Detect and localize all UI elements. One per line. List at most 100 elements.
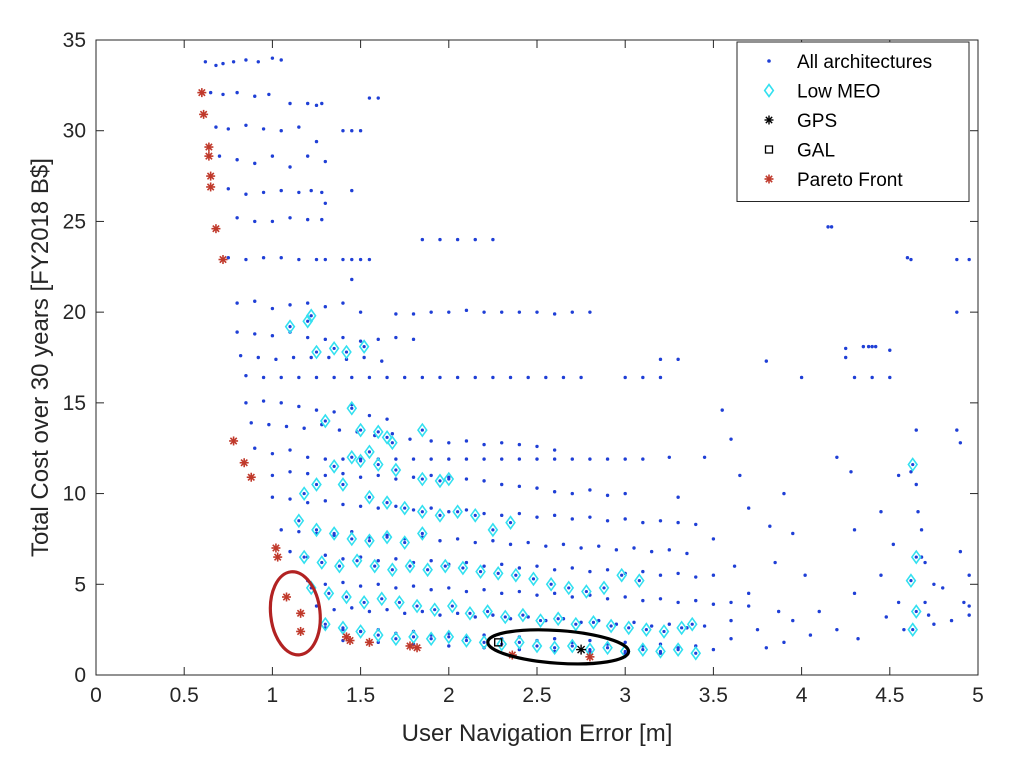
data-point [246, 472, 256, 482]
data-point [941, 586, 945, 590]
data-point [492, 566, 504, 581]
data-point [305, 471, 310, 476]
data-point-center [503, 615, 507, 619]
data-point [888, 375, 892, 380]
data-point-center [390, 568, 394, 572]
data-point [323, 159, 328, 164]
data-point [729, 600, 733, 605]
data-point [203, 60, 208, 64]
data-point [452, 504, 463, 520]
data-point [500, 513, 504, 518]
data-point [328, 458, 340, 474]
data-point [376, 506, 380, 510]
black-ellipse-annotation [486, 628, 631, 666]
data-point [482, 588, 486, 592]
data-point-center [482, 640, 486, 644]
data-point [464, 439, 469, 443]
data-point [585, 652, 595, 662]
data-point [949, 618, 954, 623]
y-axis-title: Total Cost over 30 years [FY2018 B$] [27, 158, 54, 557]
data-point [434, 507, 446, 523]
data-point-center [403, 506, 407, 510]
data-point [351, 553, 363, 569]
data-point [320, 190, 324, 195]
data-point [305, 154, 310, 158]
data-point-center [496, 571, 500, 576]
data-point [376, 591, 388, 607]
data-point-center [521, 613, 525, 617]
data-point [455, 537, 460, 541]
data-point [394, 504, 398, 508]
data-point [649, 549, 654, 554]
data-point [345, 636, 355, 646]
data-point [967, 257, 971, 262]
data-point-center [332, 346, 336, 351]
data-point [910, 549, 922, 565]
data-point [544, 544, 548, 548]
data-point [879, 573, 883, 577]
data-point [469, 507, 481, 523]
data-point [288, 216, 292, 220]
data-point-center [680, 626, 684, 630]
data-point [305, 308, 317, 324]
legend-label: Pareto Front [797, 170, 903, 191]
data-point [367, 96, 372, 100]
data-point [425, 631, 437, 647]
data-point [694, 598, 698, 603]
data-point [500, 441, 504, 445]
data-point-center [644, 628, 648, 632]
legend-label: GPS [797, 111, 837, 132]
data-point [711, 573, 716, 577]
data-point [323, 457, 328, 461]
data-point [711, 537, 716, 541]
data-point [526, 375, 530, 380]
data-point [443, 471, 455, 487]
data-point [473, 375, 477, 380]
data-point [517, 484, 522, 489]
data-point [314, 103, 319, 108]
data-point-center [911, 462, 915, 467]
y-tick-label: 5 [74, 573, 86, 596]
data-point [641, 598, 645, 603]
data-point-center [641, 648, 645, 652]
data-point-center [397, 600, 402, 605]
data-point [316, 555, 328, 570]
data-point [552, 591, 557, 596]
data-point [244, 123, 248, 127]
data-point [302, 313, 313, 329]
x-tick-label: 4.5 [875, 684, 904, 707]
data-point [896, 473, 901, 478]
data-point [438, 375, 442, 380]
data-point [302, 426, 306, 430]
data-point [214, 63, 218, 68]
data-point [217, 154, 222, 158]
data-point [358, 129, 363, 133]
data-point [623, 640, 627, 645]
data-point [399, 500, 411, 516]
data-point [270, 334, 275, 338]
data-point [711, 602, 716, 606]
data-point-center [385, 501, 389, 505]
data-point [768, 524, 772, 528]
data-point [517, 457, 522, 461]
data-point-center [556, 617, 560, 621]
data-point [464, 560, 469, 565]
red-ellipse-annotation [268, 570, 322, 657]
data-point [605, 618, 617, 634]
data-point [514, 634, 525, 650]
data-point [588, 638, 592, 643]
data-point-center [359, 459, 363, 463]
data-point [438, 237, 442, 242]
data-point [808, 633, 813, 637]
data-point [500, 310, 504, 314]
series-gal [493, 638, 503, 647]
data-point [588, 457, 592, 461]
data-point [364, 489, 375, 505]
data-point [270, 306, 275, 311]
y-tick-label: 20 [63, 301, 86, 324]
data-point-center [637, 579, 641, 583]
data-point [231, 60, 236, 64]
data-point [588, 488, 592, 492]
data-point [235, 330, 239, 334]
data-point-center [574, 622, 578, 626]
